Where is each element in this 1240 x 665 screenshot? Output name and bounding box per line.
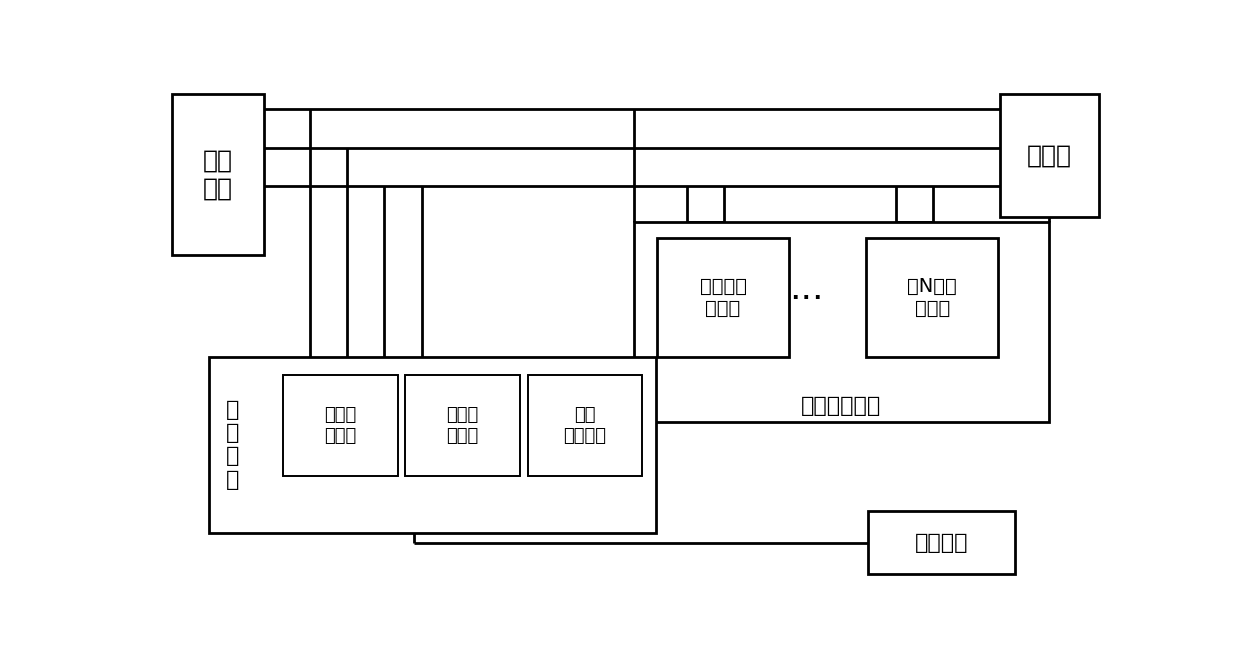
Text: 三相
电源: 三相 电源 (203, 148, 233, 200)
Bar (867, 237, 998, 357)
Text: 第一级调
压模块: 第一级调 压模块 (699, 277, 746, 318)
Bar (210, 357, 656, 533)
Bar (283, 376, 398, 475)
Text: 电流采
集单元: 电流采 集单元 (446, 406, 479, 445)
Text: 控
制
模
块: 控 制 模 块 (226, 400, 239, 489)
Bar (657, 237, 789, 357)
Bar (999, 94, 1099, 217)
Bar (405, 376, 520, 475)
Text: 功率
计算单元: 功率 计算单元 (564, 406, 606, 445)
Bar (634, 222, 1049, 422)
Bar (528, 376, 642, 475)
Text: 电动机: 电动机 (1027, 143, 1071, 168)
Text: 电压采
集单元: 电压采 集单元 (324, 406, 356, 445)
Bar (868, 511, 1016, 574)
Text: 显示模块: 显示模块 (915, 533, 968, 553)
Text: 多级调压模块: 多级调压模块 (801, 396, 882, 416)
Bar (172, 94, 263, 255)
Text: 第N级调
压模块: 第N级调 压模块 (908, 277, 957, 318)
Text: ···: ··· (789, 282, 823, 317)
